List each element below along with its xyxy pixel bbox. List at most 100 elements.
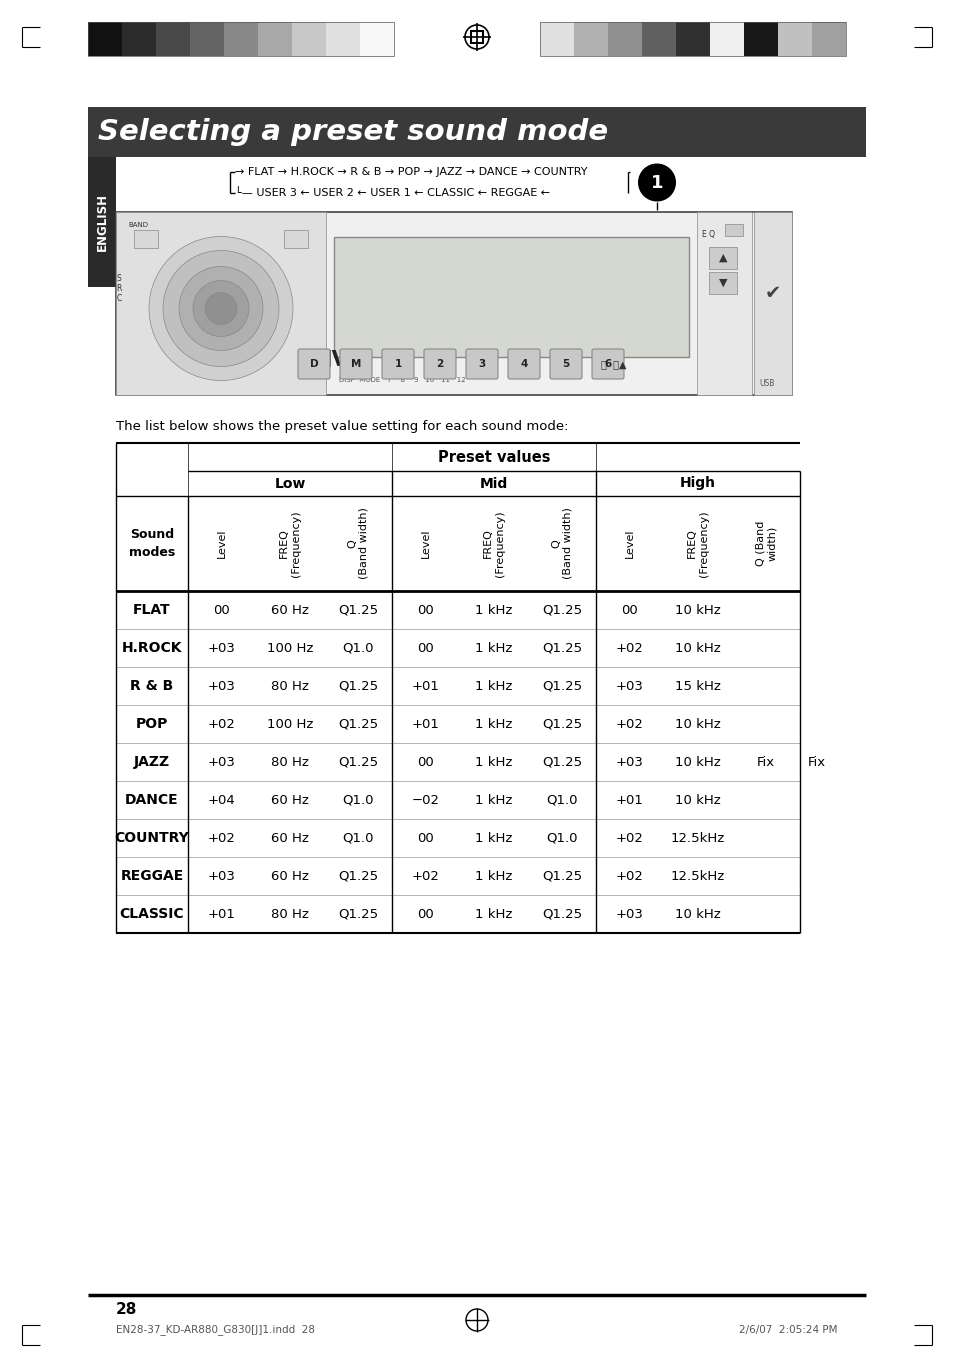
Text: Q1.25: Q1.25	[337, 907, 377, 921]
Text: Q
(Band width): Q (Band width)	[551, 507, 572, 580]
Circle shape	[205, 292, 236, 324]
Text: 00: 00	[417, 756, 434, 768]
Text: COUNTRY: COUNTRY	[114, 831, 190, 845]
Text: 12.5kHz: 12.5kHz	[670, 831, 724, 845]
Text: ▲: ▲	[718, 253, 726, 264]
Text: 10 kHz: 10 kHz	[675, 603, 720, 617]
Text: FREQ
(Frequency): FREQ (Frequency)	[686, 510, 708, 577]
Text: Q1.0: Q1.0	[342, 794, 374, 807]
Bar	[709, 22, 743, 55]
Text: Preset values: Preset values	[437, 449, 550, 465]
Text: JAZZ: JAZZ	[133, 754, 170, 769]
Text: +03: +03	[208, 869, 235, 883]
Text: +02: +02	[208, 831, 235, 845]
Text: R & B: R & B	[131, 679, 173, 694]
Text: 12.5kHz: 12.5kHz	[670, 869, 724, 883]
Circle shape	[193, 280, 249, 337]
Text: └— USER 3 ← USER 2 ← USER 1 ← CLASSIC ← REGGAE ←: └— USER 3 ← USER 2 ← USER 1 ← CLASSIC ← …	[234, 188, 550, 197]
Text: 00: 00	[417, 603, 434, 617]
Text: +03: +03	[616, 756, 643, 768]
Text: 15 kHz: 15 kHz	[675, 680, 720, 692]
Text: S
R
C: S R C	[116, 273, 122, 303]
Text: BAND: BAND	[128, 222, 148, 228]
Bar	[574, 22, 607, 55]
Text: E Q: E Q	[701, 230, 714, 239]
Text: 1: 1	[394, 360, 401, 369]
Text: 00: 00	[417, 831, 434, 845]
Text: +02: +02	[412, 869, 439, 883]
Text: 1: 1	[650, 173, 662, 192]
Bar	[122, 22, 156, 55]
Circle shape	[638, 164, 676, 201]
Bar	[778, 22, 811, 55]
Bar	[743, 22, 778, 55]
Bar	[224, 22, 257, 55]
Text: +01: +01	[412, 680, 439, 692]
Bar	[359, 22, 394, 55]
Circle shape	[179, 266, 263, 350]
Text: +01: +01	[412, 718, 439, 730]
Text: 80 Hz: 80 Hz	[271, 680, 309, 692]
Text: DANCE: DANCE	[125, 794, 178, 807]
Text: 80 Hz: 80 Hz	[271, 907, 309, 921]
Text: Q1.25: Q1.25	[541, 718, 581, 730]
Bar	[811, 22, 845, 55]
Bar	[292, 22, 326, 55]
FancyBboxPatch shape	[297, 349, 330, 379]
Text: 60 Hz: 60 Hz	[271, 869, 309, 883]
Bar	[326, 22, 359, 55]
Text: FLAT: FLAT	[133, 603, 171, 617]
Text: M: M	[351, 360, 361, 369]
Bar	[334, 237, 688, 357]
Text: Low: Low	[274, 476, 305, 491]
Bar	[284, 230, 308, 247]
Text: ⏮  ⏭▲: ⏮ ⏭▲	[600, 360, 626, 369]
Text: The list below shows the preset value setting for each sound mode:: The list below shows the preset value se…	[116, 420, 568, 433]
Bar	[190, 22, 224, 55]
Text: Level: Level	[216, 529, 227, 558]
Bar	[753, 212, 791, 395]
Bar	[257, 22, 292, 55]
Text: High: High	[679, 476, 716, 491]
Text: 10 kHz: 10 kHz	[675, 756, 720, 768]
Bar	[676, 22, 709, 55]
Text: 1 kHz: 1 kHz	[475, 907, 512, 921]
Text: 1 kHz: 1 kHz	[475, 756, 512, 768]
FancyBboxPatch shape	[381, 349, 414, 379]
Text: D: D	[310, 360, 318, 369]
Text: Q1.25: Q1.25	[337, 603, 377, 617]
Text: 60 Hz: 60 Hz	[271, 831, 309, 845]
Text: Q1.25: Q1.25	[541, 756, 581, 768]
Text: Q1.25: Q1.25	[541, 641, 581, 654]
FancyBboxPatch shape	[550, 349, 581, 379]
Text: ▼: ▼	[718, 279, 726, 288]
Text: DISP  MODE   7    8    9   10   11   12: DISP MODE 7 8 9 10 11 12	[338, 377, 465, 383]
FancyBboxPatch shape	[465, 349, 497, 379]
Text: +02: +02	[616, 831, 643, 845]
Text: POP: POP	[135, 717, 168, 731]
Text: 80 Hz: 80 Hz	[271, 756, 309, 768]
Text: 1 kHz: 1 kHz	[475, 680, 512, 692]
Text: Fix: Fix	[807, 756, 825, 768]
Text: 6: 6	[604, 360, 611, 369]
Text: 10 kHz: 10 kHz	[675, 641, 720, 654]
Bar	[607, 22, 641, 55]
Text: −02: −02	[412, 794, 439, 807]
Text: Q1.25: Q1.25	[337, 756, 377, 768]
Text: EN28-37_KD-AR880_G830[J]1.indd  28: EN28-37_KD-AR880_G830[J]1.indd 28	[116, 1325, 314, 1336]
Text: +01: +01	[208, 907, 235, 921]
Text: 5: 5	[561, 360, 569, 369]
Bar	[708, 247, 737, 269]
Bar	[539, 22, 574, 55]
Bar	[708, 272, 737, 293]
Text: FREQ
(Frequency): FREQ (Frequency)	[482, 510, 504, 577]
Text: +03: +03	[208, 680, 235, 692]
Text: Q1.25: Q1.25	[337, 718, 377, 730]
Bar	[697, 212, 751, 395]
Text: +03: +03	[616, 907, 643, 921]
Text: 60 Hz: 60 Hz	[271, 794, 309, 807]
Text: 1 kHz: 1 kHz	[475, 603, 512, 617]
Text: 60 Hz: 60 Hz	[271, 603, 309, 617]
Text: 1 kHz: 1 kHz	[475, 794, 512, 807]
FancyBboxPatch shape	[592, 349, 623, 379]
